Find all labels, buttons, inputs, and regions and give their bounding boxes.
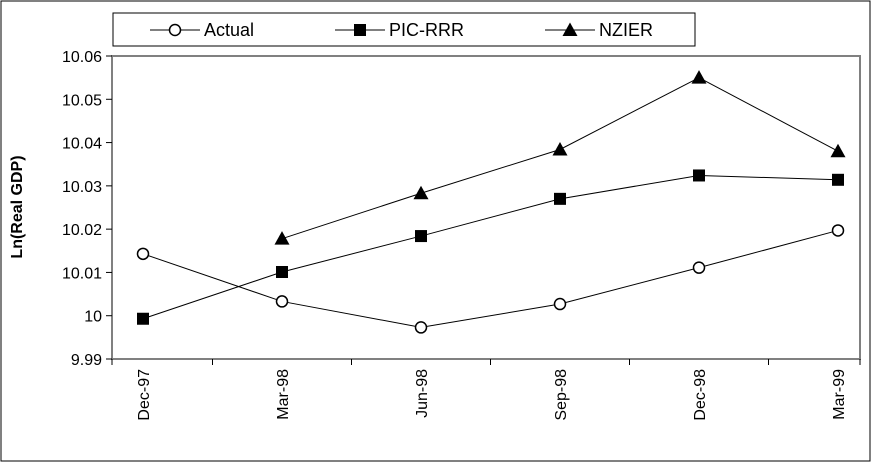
data-point-nzier xyxy=(552,141,568,156)
data-point-pic-rrr xyxy=(276,265,288,278)
series-layer xyxy=(136,70,846,334)
data-point-actual xyxy=(553,297,567,311)
y-tick-label: 9.99 xyxy=(71,352,102,369)
x-tick-label: Mar-98 xyxy=(275,369,292,420)
data-point-actual xyxy=(414,321,428,334)
y-tick-label: 10.05 xyxy=(62,92,102,109)
y-tick-label: 10.03 xyxy=(62,179,102,196)
data-point-pic-rrr xyxy=(415,230,427,243)
legend-marker-nzier xyxy=(562,22,578,36)
legend-box xyxy=(112,12,696,47)
series-line-pic-rrr xyxy=(142,174,839,320)
y-tick-label: 10 xyxy=(84,309,102,326)
data-point-nzier xyxy=(274,231,290,245)
data-point-pic-rrr xyxy=(693,169,705,182)
y-tick-label: 10.02 xyxy=(62,222,102,239)
data-point-nzier xyxy=(691,70,707,84)
data-point-pic-rrr xyxy=(832,173,844,186)
data-point-pic-rrr xyxy=(137,312,149,325)
x-tick-label: Sep-98 xyxy=(553,369,570,421)
x-tick-label: Mar-99 xyxy=(831,369,848,420)
series-line-actual xyxy=(142,229,839,328)
y-tick-label: 10.01 xyxy=(62,265,102,282)
data-point-actual xyxy=(831,224,845,237)
data-point-actual xyxy=(275,295,289,308)
data-point-actual xyxy=(692,261,706,274)
y-axis-label: Ln(Real GDP) xyxy=(9,155,26,258)
legend: Actual PIC-RRR NZIER xyxy=(112,12,696,47)
data-point-pic-rrr xyxy=(554,192,566,205)
data-point-nzier xyxy=(413,185,429,200)
legend-label-actual: Actual xyxy=(204,20,254,40)
legend-label-pic-rrr: PIC-RRR xyxy=(389,20,464,40)
legend-label-nzier: NZIER xyxy=(599,20,653,40)
plot-area xyxy=(111,55,861,360)
data-point-nzier xyxy=(830,143,846,158)
axes: 9.99 10 10.01 10.02 10.03 10.04 10.05 10.06 Dec-… xyxy=(62,49,861,421)
x-tick-label: Dec-98 xyxy=(692,369,709,421)
x-tick-label: Dec-97 xyxy=(136,369,153,421)
y-tick-label: 10.06 xyxy=(62,49,102,66)
x-tick-label: Jun-98 xyxy=(414,369,431,418)
data-point-actual xyxy=(136,247,150,261)
y-tick-label: 10.04 xyxy=(62,136,102,153)
legend-marker-pic-rrr xyxy=(354,24,366,36)
legend-marker-actual xyxy=(168,23,182,37)
